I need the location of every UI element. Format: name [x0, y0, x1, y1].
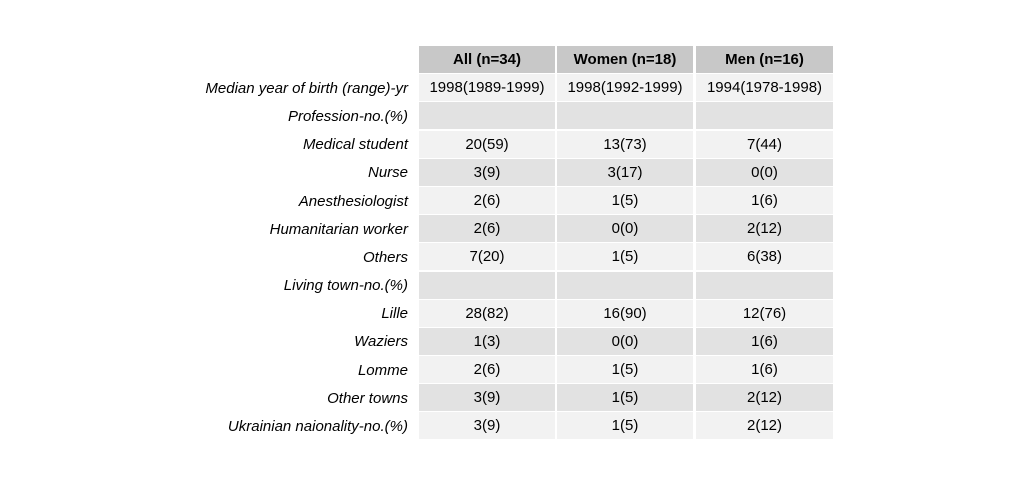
table-cell	[557, 271, 693, 299]
table-cell: 1994(1978-1998)	[696, 74, 833, 102]
table-cell	[696, 271, 833, 299]
table-row: Median year of birth (range)-yr 1998(198…	[0, 74, 1023, 102]
table-cell: 2(12)	[696, 412, 833, 440]
table-cell: 3(17)	[557, 158, 693, 186]
table-row: Ukrainian naionality-no.(%) 3(9) 1(5) 2(…	[0, 412, 1023, 440]
column-header-women: Women (n=18)	[557, 46, 693, 73]
row-label: Waziers	[354, 333, 408, 351]
table-cell: 12(76)	[696, 299, 833, 327]
demographics-table: All (n=34) Women (n=18) Men (n=16) Media…	[0, 46, 1023, 441]
table-cell	[557, 102, 693, 130]
table-cell: 2(6)	[419, 215, 555, 243]
table-row: Other towns 3(9) 1(5) 2(12)	[0, 384, 1023, 412]
table-cell	[419, 271, 555, 299]
row-label: Others	[362, 248, 408, 266]
table-row: Others 7(20) 1(5) 6(38)	[0, 243, 1023, 271]
table-cell: 1(5)	[557, 186, 693, 214]
table-cell: 2(6)	[419, 186, 555, 214]
row-label: Nurse	[367, 164, 408, 182]
table-row: Humanitarian worker 2(6) 0(0) 2(12)	[0, 215, 1023, 243]
table-row: Anesthesiologist 2(6) 1(5) 1(6)	[0, 186, 1023, 215]
table-row: Lille 28(82) 16(90) 12(76)	[0, 299, 1023, 328]
table-cell: 0(0)	[557, 327, 693, 355]
table-row: Waziers 1(3) 0(0) 1(6)	[0, 327, 1023, 356]
table-cell: 1998(1989-1999)	[419, 74, 555, 102]
table-cell	[696, 102, 833, 130]
row-label: Ukrainian naionality-no.(%)	[227, 418, 408, 436]
table-cell: 1(3)	[419, 327, 555, 355]
table-cell: 1(6)	[696, 356, 833, 384]
row-label: Anesthesiologist	[298, 192, 408, 210]
table-row: Nurse 3(9) 3(17) 0(0)	[0, 158, 1023, 187]
row-label: Living town-no.(%)	[283, 277, 408, 295]
table-cell: 1998(1992-1999)	[557, 74, 693, 102]
row-label: Median year of birth (range)-yr	[205, 79, 408, 97]
table-row: Medical student 20(59) 13(73) 7(44)	[0, 130, 1023, 159]
table-cell: 1(5)	[557, 412, 693, 440]
table-cell: 0(0)	[696, 158, 833, 186]
table-cell: 1(6)	[696, 186, 833, 214]
table-cell: 2(6)	[419, 356, 555, 384]
table-cell: 16(90)	[557, 299, 693, 327]
column-header-men: Men (n=16)	[696, 46, 833, 73]
row-label: Lille	[381, 305, 408, 323]
table-cell: 3(9)	[419, 158, 555, 186]
table-cell: 1(5)	[557, 384, 693, 412]
table-cell: 0(0)	[557, 215, 693, 243]
table-row: Lomme 2(6) 1(5) 1(6)	[0, 356, 1023, 384]
table-cell: 3(9)	[419, 412, 555, 440]
table-cell: 3(9)	[419, 384, 555, 412]
table-cell: 1(5)	[557, 356, 693, 384]
table-cell: 6(38)	[696, 243, 833, 271]
table-cell: 28(82)	[419, 299, 555, 327]
table-cell: 13(73)	[557, 130, 693, 158]
table-cell: 1(6)	[696, 327, 833, 355]
table-cell: 1(5)	[557, 243, 693, 271]
column-header-all: All (n=34)	[419, 46, 555, 73]
table-row: Living town-no.(%)	[0, 271, 1023, 300]
table-cell: 2(12)	[696, 384, 833, 412]
row-label: Other towns	[327, 389, 408, 407]
table-header-row: All (n=34) Women (n=18) Men (n=16)	[0, 46, 1023, 74]
table-cell: 7(20)	[419, 243, 555, 271]
table-cell: 20(59)	[419, 130, 555, 158]
row-label: Humanitarian worker	[269, 220, 408, 238]
row-label: Lomme	[357, 361, 408, 379]
table-cell	[419, 102, 555, 130]
row-label: Medical student	[302, 136, 408, 154]
row-label: Profession-no.(%)	[287, 107, 408, 125]
table-cell: 7(44)	[696, 130, 833, 158]
table-cell: 2(12)	[696, 215, 833, 243]
table-row: Profession-no.(%)	[0, 102, 1023, 130]
